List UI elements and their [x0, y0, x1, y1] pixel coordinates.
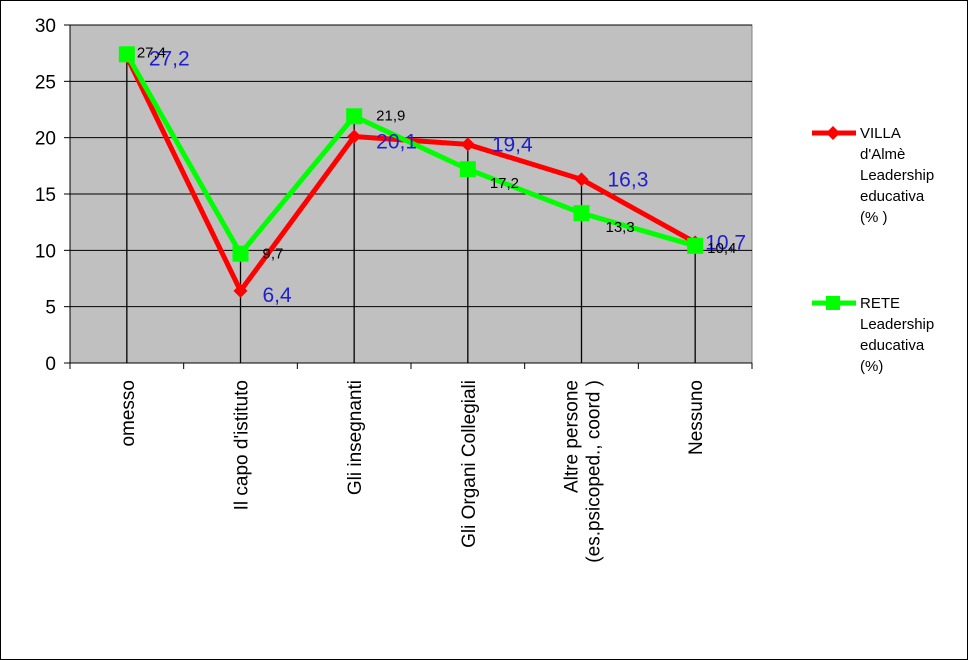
y-tick-label: 30 — [35, 16, 56, 37]
data-label: 27,2 — [149, 48, 190, 71]
data-point — [346, 108, 363, 125]
x-tick-label: Gli insegnanti — [345, 380, 366, 495]
y-tick-label: 15 — [35, 185, 56, 206]
data-label: 6,4 — [263, 284, 293, 307]
data-point — [233, 283, 248, 298]
x-tick-label: Il capo d'istituto — [232, 380, 253, 510]
data-label: 19,4 — [492, 133, 533, 156]
data-label: 16,3 — [608, 168, 649, 191]
data-label: 10,4 — [707, 240, 736, 257]
data-point — [347, 129, 362, 144]
x-tick-label: omesso — [118, 380, 139, 447]
legend-label: RETE Leadership educativa (%) — [860, 295, 934, 375]
data-label: 13,3 — [606, 219, 635, 236]
y-tick-label: 20 — [35, 129, 56, 150]
data-point — [232, 245, 249, 262]
data-label: 21,9 — [376, 107, 405, 124]
legend-marker — [826, 296, 840, 310]
y-tick-label: 0 — [45, 354, 56, 375]
x-tick-label: Altre persone(es.psicoped., coord ) — [562, 380, 605, 563]
data-label: 17,2 — [490, 175, 519, 192]
data-label: 20,1 — [376, 131, 417, 154]
legend-label: VILLA d'Almè Leadership educativa (% ) — [860, 125, 934, 226]
x-tick-label: Gli Organi Collegiali — [459, 380, 480, 548]
y-tick-label: 5 — [45, 298, 56, 319]
data-point — [573, 205, 590, 222]
y-tick-label: 25 — [35, 72, 56, 93]
legend-marker — [826, 126, 840, 140]
data-label: 10,7 — [705, 231, 746, 254]
data-point — [118, 46, 135, 63]
data-point — [574, 172, 589, 187]
data-label: 27,4 — [137, 44, 166, 61]
data-point — [459, 161, 476, 178]
data-point — [460, 137, 475, 152]
series-line — [124, 53, 696, 257]
y-tick-label: 10 — [35, 241, 56, 262]
data-point — [687, 237, 704, 254]
x-tick-label: Nessuno — [686, 380, 707, 455]
data-label: 9,7 — [263, 246, 284, 263]
